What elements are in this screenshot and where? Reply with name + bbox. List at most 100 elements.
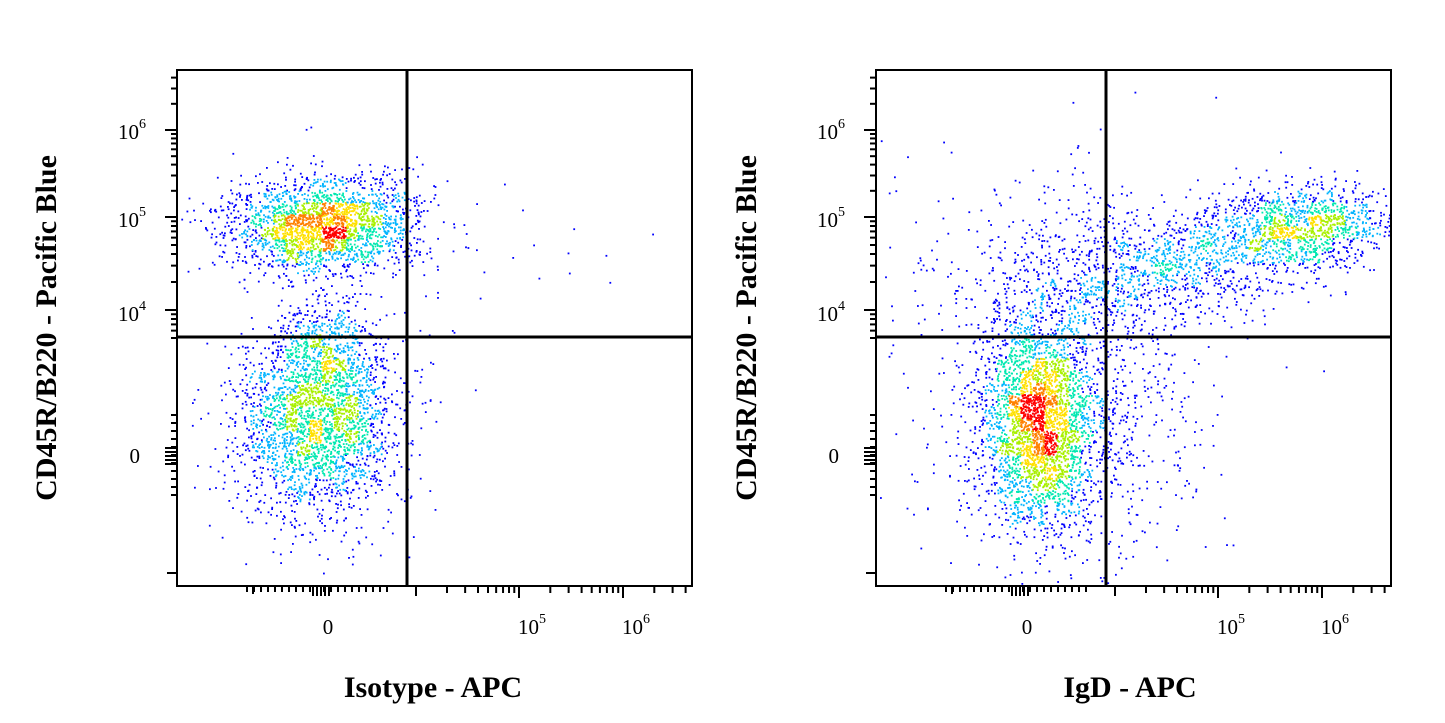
event-dot [288,250,291,252]
event-dot [355,431,358,434]
event-dot [317,417,320,420]
event-dot [325,381,328,384]
event-dot [290,488,293,490]
event-dot [296,239,298,241]
event-dot [324,525,326,527]
event-dot [421,368,424,371]
event-dot [262,234,265,237]
event-dot [287,468,289,470]
event-dot [251,219,254,222]
event-dot [374,491,377,494]
event-dot [335,511,338,513]
event-dot [356,449,359,451]
event-dot [265,428,267,431]
event-dot [346,227,349,229]
event-dot [345,409,348,412]
event-dot [272,439,275,442]
event-dot [390,237,393,240]
event-dot [267,205,270,207]
event-dot [336,492,338,495]
event-dot [315,437,318,440]
event-dot [300,251,303,254]
event-dot [332,398,335,401]
event-dot [391,400,393,403]
event-dot [335,202,337,205]
event-dot [261,181,264,183]
event-dot [354,475,357,478]
event-dot [413,200,415,203]
event-dot [306,229,309,232]
event-dot [289,439,292,442]
event-dot [344,209,346,211]
event-dot [256,455,259,458]
event-dot [355,246,357,249]
event-dot [305,236,308,239]
event-dot [356,300,359,303]
event-dot [366,255,369,258]
event-dot [276,393,279,396]
event-dot [231,418,234,420]
event-dot [399,179,402,182]
event-dot [282,351,284,354]
event-dot [346,301,348,303]
event-dot [313,230,316,233]
event-dot [334,182,337,184]
event-dot [340,203,343,206]
event-dot [395,274,397,276]
event-dot [271,506,274,509]
event-dot [288,359,291,362]
event-dot [313,340,316,343]
event-dot [282,423,285,426]
event-dot [352,367,354,369]
event-dot [271,409,274,412]
event-dot [289,391,292,393]
event-dot [258,262,261,265]
event-dot [300,321,302,324]
event-dot [322,182,324,185]
event-dot [318,267,321,270]
event-dot [273,210,275,212]
event-dot [317,295,320,298]
event-dot [340,466,343,469]
event-dot [299,386,301,389]
event-dot [257,242,260,244]
event-dot [319,185,322,187]
event-dot [409,230,412,233]
event-dot [365,202,368,205]
event-dot [345,388,348,390]
event-dot [254,370,256,373]
event-dot [322,366,325,369]
event-dot [214,243,217,246]
event-dot [344,450,347,453]
event-dot [346,424,348,427]
event-dot [278,388,281,391]
event-dot [314,378,317,381]
event-dot [281,393,284,396]
event-dot [260,439,263,442]
event-dot [402,423,405,426]
event-dot [292,359,295,362]
event-dot [320,488,323,491]
event-dot [314,397,316,399]
event-dot [283,259,285,262]
event-dot [240,332,243,335]
event-dot [338,223,341,226]
event-dot [346,231,348,233]
event-dot [277,197,280,200]
event-dot [293,248,296,251]
event-dot [310,435,313,437]
event-dot [366,264,369,267]
event-dot [318,369,320,372]
event-dot [323,398,325,401]
event-dot [351,332,354,334]
event-dot [345,385,348,387]
event-dot [340,350,343,353]
event-dot [483,271,486,274]
event-dot [345,402,348,405]
event-dot [333,408,336,411]
event-dot [400,244,402,247]
event-dot [329,410,331,412]
event-dot [359,393,362,396]
event-dot [325,259,327,262]
event-dot [375,205,378,208]
